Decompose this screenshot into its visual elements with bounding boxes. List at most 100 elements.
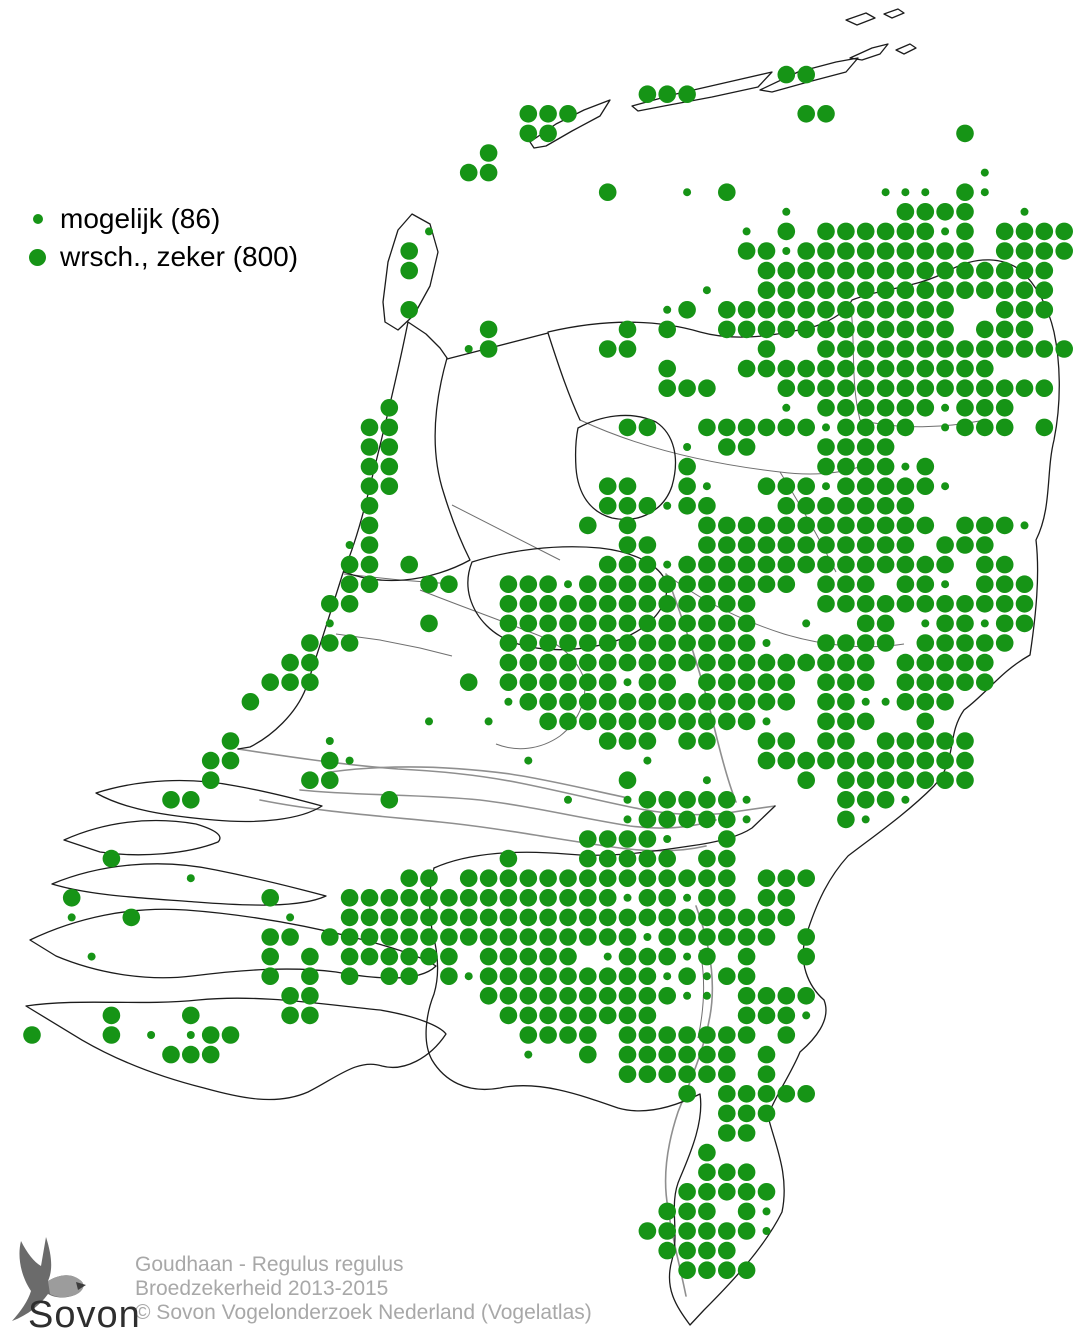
- dot-wrsch-zeker: [757, 301, 776, 319]
- dot-wrsch-zeker: [817, 242, 835, 260]
- sovon-bird-logo-icon: [12, 1237, 86, 1321]
- dot-mogelijk: [941, 227, 950, 236]
- dot-wrsch-zeker: [718, 634, 736, 652]
- dot-wrsch-zeker: [757, 1085, 776, 1103]
- dot-wrsch-zeker: [737, 1006, 756, 1025]
- dot-wrsch-zeker: [499, 595, 518, 613]
- dot-wrsch-zeker: [658, 810, 676, 829]
- dot-wrsch-zeker: [499, 928, 518, 946]
- dot-wrsch-zeker: [837, 673, 855, 691]
- dot-wrsch-zeker: [737, 359, 756, 378]
- dot-wrsch-zeker: [797, 320, 815, 339]
- dot-wrsch-zeker: [856, 536, 875, 554]
- dot-wrsch-zeker: [579, 614, 597, 633]
- dot-wrsch-zeker: [777, 261, 796, 280]
- dot-wrsch-zeker: [380, 418, 399, 437]
- dot-wrsch-zeker: [797, 1085, 815, 1103]
- dot-wrsch-zeker: [598, 712, 617, 731]
- dot-mogelijk: [623, 678, 632, 687]
- dot-wrsch-zeker: [638, 555, 657, 574]
- dot-wrsch-zeker: [301, 634, 319, 652]
- dot-wrsch-zeker: [737, 1104, 756, 1123]
- dot-wrsch-zeker: [678, 85, 696, 103]
- dot-wrsch-zeker: [876, 438, 895, 456]
- dot-wrsch-zeker: [737, 1026, 756, 1044]
- dot-wrsch-zeker: [539, 105, 557, 123]
- dot-wrsch-zeker: [936, 203, 954, 221]
- dot-wrsch-zeker: [638, 1222, 657, 1240]
- dot-wrsch-zeker: [976, 340, 994, 358]
- dot-wrsch-zeker: [698, 673, 716, 691]
- legend-label-mogelijk: mogelijk (86): [60, 203, 221, 234]
- dot-mogelijk: [603, 952, 612, 961]
- dot-wrsch-zeker: [757, 555, 776, 574]
- dot-wrsch-zeker: [976, 653, 994, 672]
- dot-wrsch-zeker: [936, 340, 954, 358]
- dot-wrsch-zeker: [777, 653, 796, 672]
- dot-wrsch-zeker: [301, 673, 319, 691]
- dot-wrsch-zeker: [380, 947, 399, 966]
- dot-wrsch-zeker: [916, 595, 935, 613]
- dot-wrsch-zeker: [737, 693, 756, 711]
- dot-wrsch-zeker: [559, 595, 577, 613]
- dot-mogelijk: [87, 952, 96, 961]
- dot-wrsch-zeker: [777, 732, 796, 750]
- dot-wrsch-zeker: [519, 1006, 538, 1025]
- dot-wrsch-zeker: [678, 653, 696, 672]
- dot-wrsch-zeker: [976, 418, 994, 437]
- dot-mogelijk: [683, 188, 692, 197]
- dot-wrsch-zeker: [936, 693, 954, 711]
- dot-wrsch-zeker: [618, 908, 637, 927]
- dot-mogelijk: [524, 756, 533, 765]
- dot-wrsch-zeker: [936, 281, 954, 300]
- dot-wrsch-zeker: [658, 1045, 676, 1064]
- dot-wrsch-zeker: [896, 281, 915, 300]
- dot-wrsch-zeker: [797, 281, 815, 300]
- dot-wrsch-zeker: [598, 614, 617, 633]
- dot-wrsch-zeker: [837, 771, 855, 789]
- dot-wrsch-zeker: [618, 418, 637, 437]
- dot-wrsch-zeker: [737, 555, 756, 574]
- dot-wrsch-zeker: [995, 320, 1014, 339]
- dot-wrsch-zeker: [241, 693, 260, 711]
- dot-wrsch-zeker: [380, 438, 399, 456]
- dot-wrsch-zeker: [618, 732, 637, 750]
- dot-wrsch-zeker: [559, 712, 577, 731]
- dot-wrsch-zeker: [459, 163, 478, 182]
- dot-wrsch-zeker: [301, 987, 319, 1005]
- dot-mogelijk: [484, 717, 493, 726]
- dot-mogelijk: [683, 952, 692, 961]
- dot-wrsch-zeker: [618, 555, 637, 574]
- dot-wrsch-zeker: [718, 575, 736, 593]
- dot-wrsch-zeker: [896, 203, 915, 221]
- dot-wrsch-zeker: [797, 947, 815, 966]
- dot-wrsch-zeker: [936, 614, 954, 633]
- dot-wrsch-zeker: [856, 379, 875, 398]
- dot-wrsch-zeker: [936, 732, 954, 750]
- dot-wrsch-zeker: [698, 889, 716, 907]
- dot-wrsch-zeker: [638, 653, 657, 672]
- dot-wrsch-zeker: [579, 1045, 597, 1064]
- dot-wrsch-zeker: [102, 849, 121, 868]
- dot-wrsch-zeker: [837, 222, 855, 241]
- dot-wrsch-zeker: [757, 653, 776, 672]
- footer-credits: Goudhaan - Regulus regulus Broedzekerhei…: [135, 1253, 592, 1325]
- dot-wrsch-zeker: [856, 595, 875, 613]
- dot-wrsch-zeker: [757, 359, 776, 378]
- dot-wrsch-zeker: [956, 536, 974, 554]
- dot-wrsch-zeker: [678, 1026, 696, 1044]
- dot-wrsch-zeker: [479, 340, 498, 358]
- dot-wrsch-zeker: [956, 340, 974, 358]
- dot-wrsch-zeker: [817, 673, 835, 691]
- dot-wrsch-zeker: [976, 399, 994, 417]
- dot-wrsch-zeker: [737, 673, 756, 691]
- dot-wrsch-zeker: [618, 497, 637, 515]
- dot-wrsch-zeker: [916, 242, 935, 260]
- dot-wrsch-zeker: [1035, 418, 1054, 437]
- dot-wrsch-zeker: [817, 301, 835, 319]
- dot-wrsch-zeker: [678, 1183, 696, 1201]
- dot-wrsch-zeker: [757, 987, 776, 1005]
- dot-wrsch-zeker: [598, 673, 617, 691]
- dot-wrsch-zeker: [817, 693, 835, 711]
- dot-wrsch-zeker: [797, 477, 815, 496]
